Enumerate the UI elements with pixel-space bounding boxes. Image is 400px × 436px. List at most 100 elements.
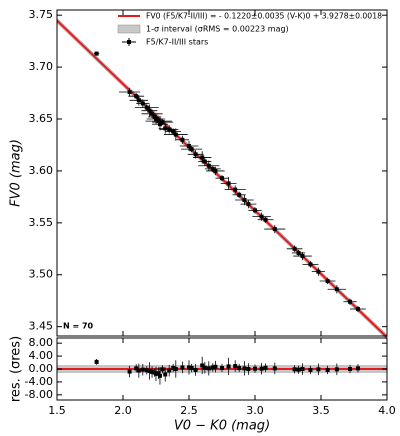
annotation: N = 70 (63, 322, 94, 331)
data-point (308, 262, 313, 267)
data-point (173, 367, 178, 371)
y-tick-label: 3.75 (29, 8, 54, 21)
data-point (193, 152, 198, 157)
data-point (200, 155, 205, 160)
data-point (246, 202, 251, 207)
data-point (242, 366, 247, 371)
data-point (144, 368, 149, 373)
x-tick-label: 3.0 (246, 404, 264, 417)
data-point (154, 117, 158, 122)
data-point (259, 214, 264, 219)
data-point (180, 137, 185, 142)
y-tick-label: 3.65 (29, 112, 54, 125)
data-point (157, 122, 162, 127)
data-point (259, 366, 264, 371)
data-point (147, 368, 152, 373)
data-point (292, 367, 297, 372)
data-point (300, 254, 305, 259)
data-point (237, 192, 242, 197)
x-tick-label: 2.0 (114, 404, 132, 417)
data-point (171, 366, 176, 371)
data-point (163, 372, 168, 377)
data-point (189, 147, 194, 152)
data-point (272, 227, 277, 232)
data-point (157, 373, 162, 378)
data-point (246, 367, 251, 371)
data-point (127, 90, 132, 95)
data-point (296, 367, 301, 372)
data-point (150, 369, 155, 374)
y-axis-label: FV0 (mag) (9, 139, 24, 207)
data-point (242, 197, 247, 202)
data-point (348, 299, 353, 304)
data-point (140, 367, 145, 372)
x-tick-label: 3.5 (312, 404, 330, 417)
data-point (202, 159, 207, 164)
data-point (152, 114, 157, 119)
data-point (233, 187, 238, 192)
data-point (213, 364, 218, 369)
x-tick-label: 2.5 (180, 404, 198, 417)
y-tick-label: 3.45 (29, 320, 54, 333)
data-point (210, 365, 215, 370)
data-point (263, 365, 268, 370)
data-point (134, 94, 139, 99)
plot-frame (56, 9, 388, 337)
data-point (220, 176, 224, 181)
data-point (136, 98, 141, 103)
legend-label: FV0 (F5/K7-II/III) = - 0.1220±0.0035 (V-… (146, 12, 382, 21)
data-point (308, 367, 313, 372)
data-point (136, 368, 141, 373)
data-point (355, 307, 360, 312)
data-point (147, 108, 152, 113)
data-point (263, 217, 268, 222)
data-point (334, 367, 339, 372)
data-point (193, 367, 198, 372)
data-point (253, 208, 257, 213)
x-axis-label: V0 − K0 (mag) (174, 419, 270, 434)
data-point (296, 250, 301, 255)
data-point (163, 126, 168, 131)
y-tick-label: 3.70 (29, 60, 54, 73)
data-point (226, 364, 231, 369)
data-point (237, 366, 242, 371)
data-point (144, 105, 149, 110)
y-tick-label: -4.00 (25, 375, 53, 388)
data-point (180, 365, 185, 370)
data-point (94, 359, 99, 364)
data-point (213, 168, 218, 173)
data-point (171, 129, 176, 134)
data-point (154, 371, 158, 376)
data-point (220, 366, 224, 371)
data-point (94, 51, 99, 56)
x-tick-label: 4.0 (378, 404, 396, 417)
legend-swatch (127, 40, 131, 44)
data-point (334, 287, 339, 292)
data-point (167, 368, 172, 373)
data-point (355, 366, 360, 371)
data-point (226, 181, 231, 186)
data-point (150, 111, 155, 116)
y-tick-label: 8.00 (29, 336, 54, 349)
data-point (300, 367, 305, 371)
data-point (348, 367, 353, 371)
y-axis-label: res. (σres) (9, 336, 24, 402)
data-point (316, 367, 321, 372)
data-point (292, 246, 297, 251)
data-point (127, 369, 132, 374)
x-tick-label: 1.5 (48, 404, 66, 417)
data-point (200, 363, 205, 368)
y-tick-label: 3.60 (29, 164, 54, 177)
data-point (160, 367, 165, 372)
data-point (156, 371, 161, 376)
data-point (167, 127, 172, 132)
data-point (160, 120, 165, 125)
data-point (206, 366, 211, 371)
y-tick-label: 0.00 (29, 362, 54, 375)
data-point (187, 365, 191, 370)
data-point (233, 364, 238, 369)
legend-label: F5/K7-II/III stars (146, 38, 208, 47)
y-tick-label: 3.50 (29, 268, 54, 281)
data-point (189, 366, 194, 371)
data-point (272, 366, 277, 371)
